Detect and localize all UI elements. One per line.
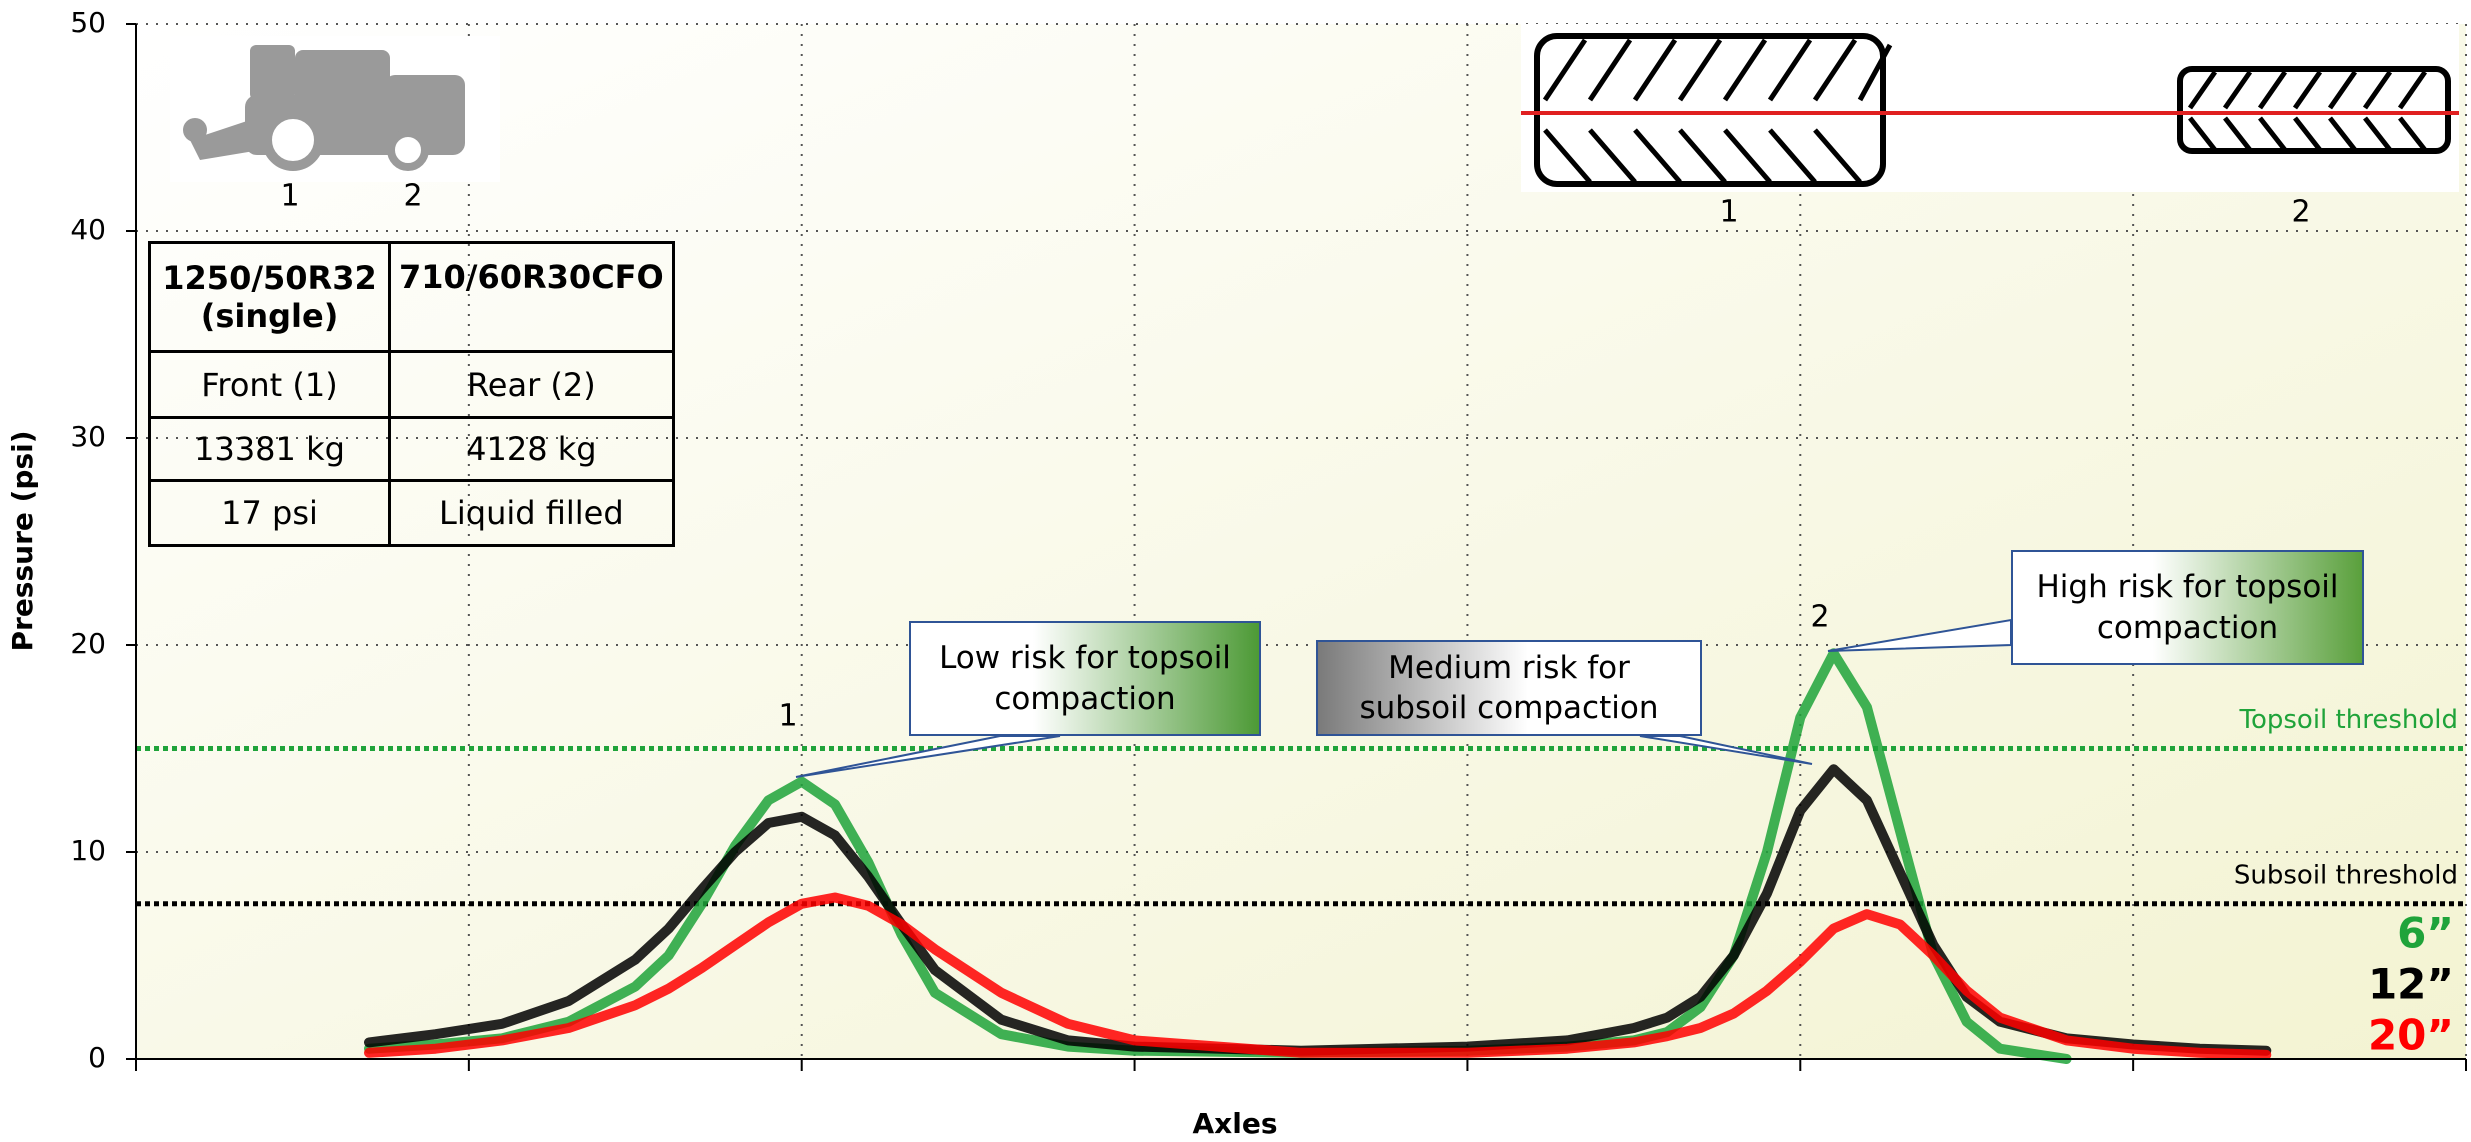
threshold-label: Topsoil threshold — [2239, 705, 2459, 735]
peak-label: 1 — [778, 699, 797, 734]
y-tick-label: 20 — [70, 627, 106, 660]
series-line — [364, 892, 2272, 1060]
table-cell: Rear (2) — [388, 350, 675, 419]
tire-label: 2 — [2291, 195, 2310, 230]
y-tick-label: 50 — [70, 6, 106, 39]
y-tick-label: 30 — [70, 420, 106, 453]
legend-label: 12” — [2368, 960, 2454, 1009]
table-cell: 710/60R30CFO — [388, 241, 675, 353]
machine-axle-label: 2 — [403, 179, 422, 214]
y-tick-label: 10 — [70, 834, 106, 867]
table-cell: 4128 kg — [388, 416, 675, 482]
table-cell: 13381 kg — [148, 416, 391, 482]
tire-label: 1 — [1719, 195, 1738, 230]
machine-axle-label: 1 — [280, 179, 299, 214]
callout-pointer — [1639, 735, 1813, 765]
y-axis-label: Pressure (psi) — [6, 430, 39, 651]
table-cell: 17 psi — [148, 479, 391, 547]
x-axis-label: Axles — [1193, 1107, 1278, 1140]
y-tick-label: 0 — [88, 1041, 106, 1074]
tire-diagram — [1521, 24, 2459, 192]
tire-table: 1250/50R32 (single) 710/60R30CFO Front (1… — [148, 241, 675, 547]
legend-label: 6” — [2397, 909, 2454, 958]
legend-label: 20” — [2368, 1011, 2454, 1060]
table: 1250/50R32 (single) 710/60R30CFO Front (1… — [148, 241, 675, 547]
callout-pointer — [795, 735, 1061, 778]
y-tick-label: 40 — [70, 213, 106, 246]
threshold-label: Subsoil threshold — [2234, 860, 2458, 890]
table-cell: Liquid filled — [388, 479, 675, 547]
machine-icon — [170, 36, 500, 182]
peak-label: 2 — [1810, 600, 1829, 635]
callout: Medium risk for subsoil compaction — [1316, 640, 1702, 736]
table-cell: Front (1) — [148, 350, 391, 419]
callout: High risk for topsoil compaction — [2011, 550, 2364, 665]
table-cell: 1250/50R32 (single) — [148, 241, 391, 353]
callout: Low risk for topsoil compaction — [909, 621, 1261, 736]
